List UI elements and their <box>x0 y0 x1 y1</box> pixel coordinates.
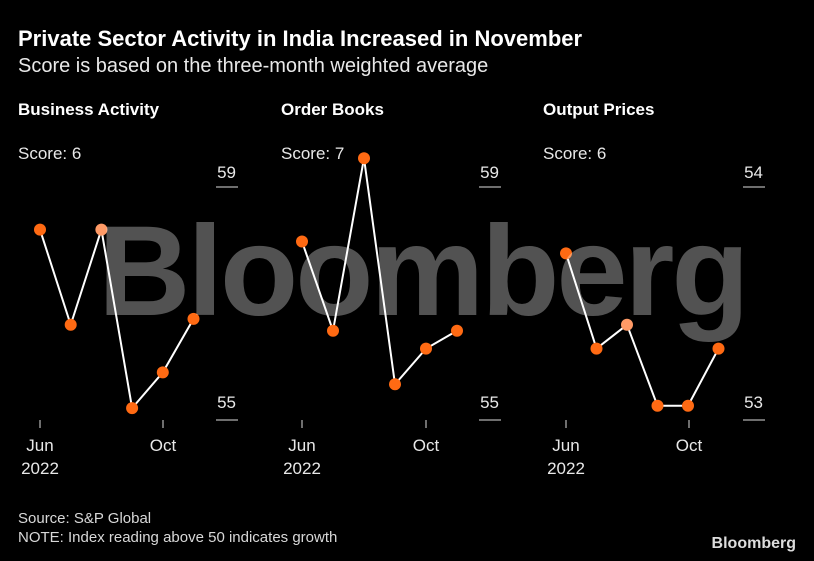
data-point <box>187 312 200 325</box>
data-point <box>712 342 725 355</box>
data-point <box>34 223 46 236</box>
xtick-label: 2022 <box>547 459 585 478</box>
ytick-label: 53 <box>744 393 763 412</box>
data-point <box>95 223 108 236</box>
panel-title-business-activity: Business Activity <box>18 100 160 119</box>
data-point <box>156 366 169 379</box>
data-point <box>327 324 339 337</box>
chart-title: Private Sector Activity in India Increas… <box>18 26 583 51</box>
chart-subtitle: Score is based on the three-month weight… <box>18 55 489 77</box>
xtick-label: Oct <box>676 436 703 455</box>
data-point <box>560 247 572 260</box>
data-point <box>590 342 603 355</box>
data-point <box>296 235 308 248</box>
xtick-label: 2022 <box>21 459 59 478</box>
ytick-label: 59 <box>480 163 499 182</box>
xtick-label: Oct <box>413 436 440 455</box>
panel-score-business-activity: Score: 6 <box>18 144 82 163</box>
panel-title-output-prices: Output Prices <box>543 100 655 119</box>
bloomberg-logo: Bloomberg <box>711 535 796 552</box>
data-point <box>682 399 694 412</box>
data-point <box>389 378 401 391</box>
data-point <box>358 152 370 165</box>
index-note: NOTE: Index reading above 50 indicates g… <box>18 529 338 546</box>
data-point <box>420 342 432 355</box>
series-line <box>301 158 458 387</box>
xtick-label: Jun <box>26 436 53 455</box>
data-point <box>451 324 463 337</box>
ytick-label: 55 <box>217 393 236 412</box>
data-point <box>651 399 664 412</box>
ytick-label: 55 <box>480 393 499 412</box>
series-line <box>39 229 195 411</box>
series-line <box>565 253 720 407</box>
source-note: Source: S&P Global <box>18 510 152 527</box>
data-point <box>126 402 139 415</box>
data-point <box>621 318 633 331</box>
ytick-label: 59 <box>217 163 236 182</box>
panel-title-order-books: Order Books <box>281 100 384 119</box>
xtick-label: Jun <box>552 436 579 455</box>
xtick-label: 2022 <box>283 459 321 478</box>
xtick-label: Oct <box>150 436 177 455</box>
panel-score-output-prices: Score: 6 <box>543 144 607 163</box>
panel-score-order-books: Score: 7 <box>281 144 345 163</box>
data-point <box>64 318 77 331</box>
ytick-label: 54 <box>744 163 763 182</box>
xtick-label: Jun <box>288 436 315 455</box>
